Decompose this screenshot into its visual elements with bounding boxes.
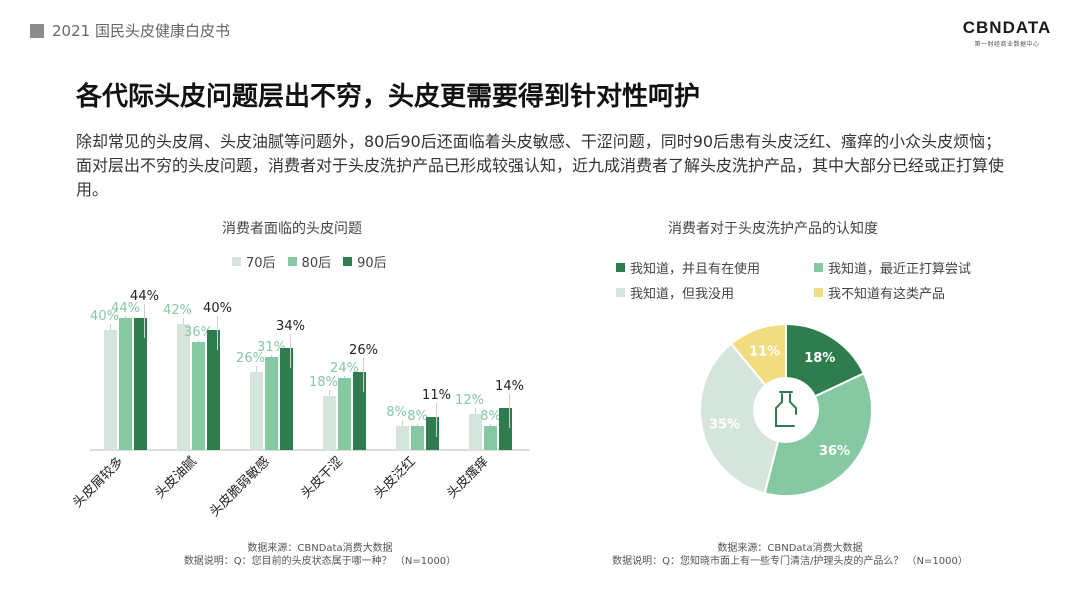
legend-label-using: 我知道，并且有在使用 [630,262,761,277]
category-label: 头皮屑较多 [70,454,127,511]
data-label: 34% [276,319,305,334]
legend-item-80: 80后 [287,252,332,271]
bar [499,408,512,450]
bar [396,426,409,450]
pie-source-line1: 数据来源：CBNData消费大数据 [717,543,863,554]
bar [192,342,205,450]
donut-chart: 18% 36% 35% 11% [699,322,873,497]
legend-swatch-80 [287,257,297,266]
data-label: 44% [111,301,140,316]
pie-slice [729,322,787,387]
legend-item-using: 我知道，并且有在使用 [616,258,802,277]
category-label: 头皮脆弱敏感 [206,454,272,520]
data-label: 18% [309,375,338,390]
data-label: 8% [386,405,407,420]
bar [469,414,482,450]
header-square-icon [30,24,44,38]
legend-item-not-used: 我知道，但我没用 [616,283,802,302]
data-label: 26% [236,351,265,366]
bar [177,324,190,450]
legend-swatch-unaware [814,288,823,297]
category-label: 头皮油腻 [152,454,199,501]
legend-swatch-70 [232,257,241,266]
bar [338,378,351,450]
bar [280,348,293,450]
logo-text: CBNDATA [962,18,1052,37]
pie-legend: 我知道，并且有在使用 我知道，最近正打算尝试 我知道，但我没用 我不知道有这类产… [616,258,1016,302]
report-title: 2021 国民头皮健康白皮书 [52,22,230,40]
legend-item-70: 70后 [232,252,276,271]
pie-chart-title: 消费者对于头皮洗护产品的认知度 [668,221,878,237]
slice-label: 35% [709,418,740,433]
data-label: 14% [495,379,524,394]
bar [250,372,263,450]
slice-label: 36% [819,444,850,459]
data-label: 40% [203,301,232,316]
legend-swatch-planning [814,263,823,272]
legend-swatch-not-used [616,288,625,297]
pie-chart-source: 数据来源：CBNData消费大数据 数据说明：Q：您知晓市面上有一些专门清洁/护… [590,542,990,568]
category-label: 头皮干涩 [298,454,345,501]
bar [353,372,366,450]
data-label: 8% [407,409,428,424]
bar [484,426,497,450]
legend-label-90: 90后 [357,256,387,271]
legend-item-unaware: 我不知道有这类产品 [814,283,1000,302]
pie-slice [785,322,866,398]
data-label: 42% [163,303,192,318]
legend-item-90: 90后 [343,252,387,271]
bar-source-line2: 数据说明：Q：您目前的头皮状态属于哪一种？ （N=1000） [183,556,457,567]
pie-slice [763,372,873,497]
data-label: 31% [257,340,286,355]
legend-label-80: 80后 [301,256,332,271]
bar [411,426,424,450]
cbndata-logo: CBNDATA 第一财经商业数据中心 [962,18,1052,48]
data-label: 26% [349,343,378,358]
bar-legend: 70后 80后 90后 [232,252,399,271]
legend-label-70: 70后 [246,256,276,271]
logo-subtext: 第一财经商业数据中心 [974,41,1040,48]
legend-item-planning: 我知道，最近正打算尝试 [814,258,1000,277]
data-label: 44% [130,289,159,304]
data-label: 11% [422,388,451,403]
bar [323,396,336,450]
legend-label-not-used: 我知道，但我没用 [630,287,735,302]
category-label: 头皮泛红 [371,454,419,502]
data-label: 12% [455,393,484,408]
pie-source-line2: 数据说明：Q：您知晓市面上有一些专门清洁/护理头皮的产品么？ （N=1000） [612,556,968,567]
data-label: 40% [90,309,119,324]
pie-slice [699,342,780,495]
page-title: 各代际头皮问题层出不穷，头皮更需要得到针对性呵护 [76,82,701,112]
slice-label: 18% [804,351,835,366]
legend-swatch-90 [343,257,353,266]
bar-chart-title: 消费者面临的头皮问题 [222,221,362,237]
bottle-icon [775,391,797,427]
category-label: 头皮瘙痒 [444,454,492,502]
slice-label: 11% [749,345,780,360]
bar [207,330,220,450]
bar-chart-source: 数据来源：CBNData消费大数据 数据说明：Q：您目前的头皮状态属于哪一种？ … [120,542,520,568]
page-description: 除却常见的头皮屑、头皮油腻等问题外，80后90后还面临着头皮敏感、干涩问题，同时… [76,132,1005,199]
data-label: 36% [184,325,213,340]
legend-label-planning: 我知道，最近正打算尝试 [828,262,972,277]
bar-chart: 40%44%44%头皮屑较多42%36%40%头皮油腻26%31%34%头皮脆弱… [70,289,530,520]
data-label: 24% [330,361,359,376]
bar-source-line1: 数据来源：CBNData消费大数据 [247,543,393,554]
legend-label-unaware: 我不知道有这类产品 [828,287,946,302]
bar [119,318,132,450]
bar [104,330,117,450]
bar [265,357,278,450]
bar [134,318,147,450]
data-label: 8% [480,409,501,424]
legend-swatch-using [616,263,625,272]
bar [426,417,439,450]
